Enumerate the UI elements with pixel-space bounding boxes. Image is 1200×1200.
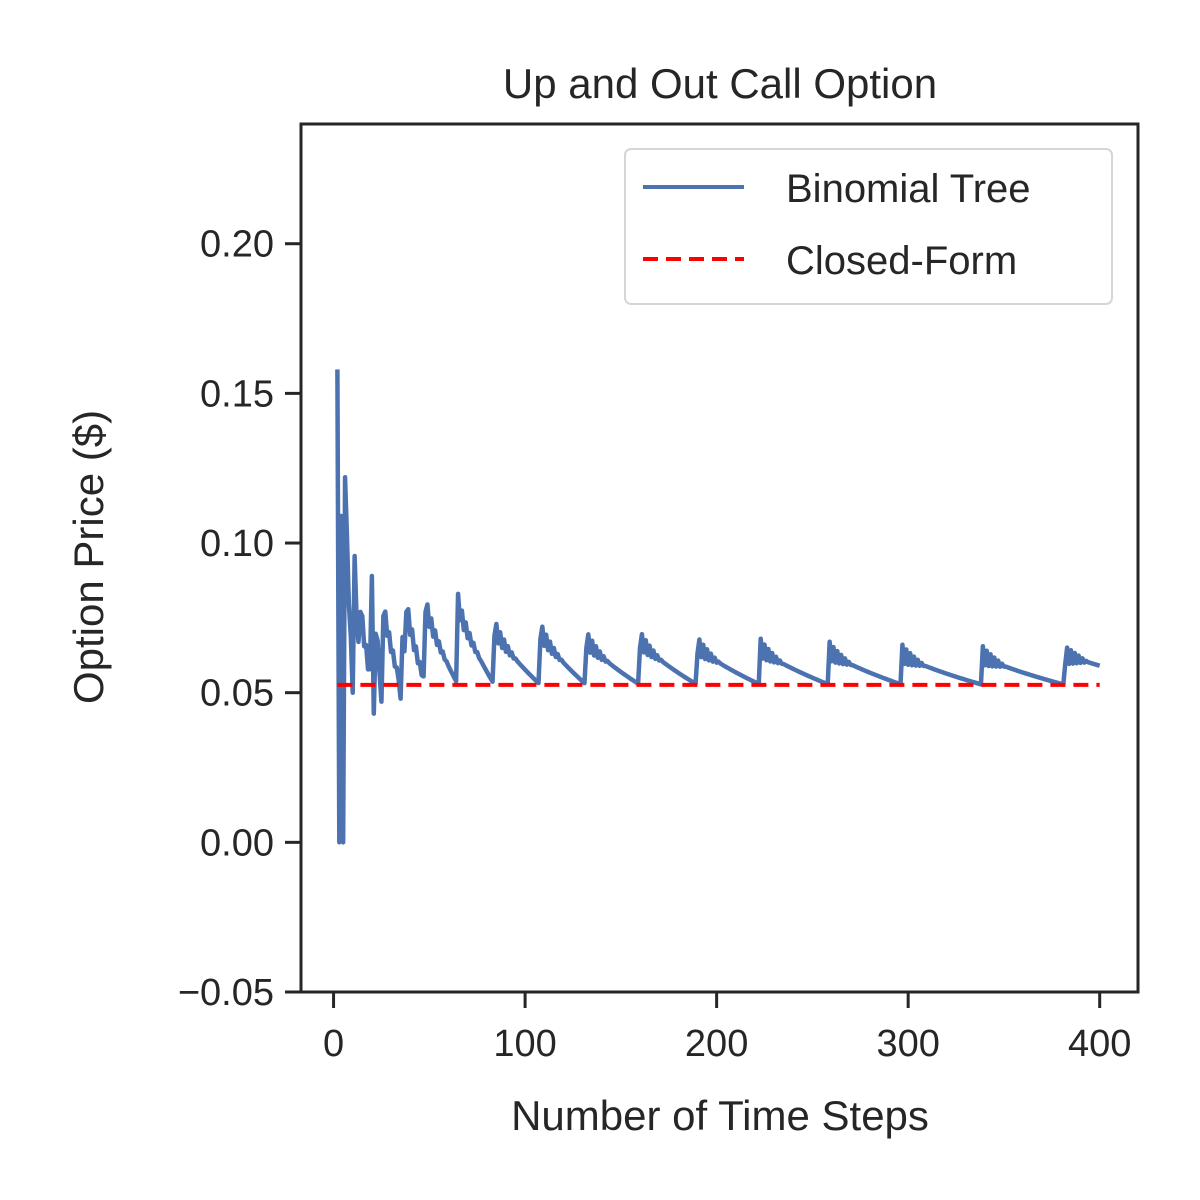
- plot-area: [335, 369, 1101, 845]
- x-tick-label: 200: [685, 1023, 748, 1065]
- y-tick-label: 0.05: [200, 673, 274, 715]
- y-tick-label: 0.00: [200, 822, 274, 864]
- x-tick-label: 400: [1068, 1023, 1131, 1065]
- legend: Binomial Tree Closed-Form: [624, 148, 1113, 305]
- x-tick-label: 0: [323, 1023, 344, 1065]
- y-tick-label: 0.10: [200, 523, 274, 565]
- legend-label-binomial-tree: Binomial Tree: [786, 167, 1031, 211]
- y-tick-label: 0.15: [200, 373, 274, 415]
- legend-box: [624, 148, 1113, 305]
- axis-ticks: 0 100 200 300 400 −0.05 0.00 0.05 0.10 0.15 0.20: [178, 224, 1132, 1065]
- y-axis-label: Option Price ($): [65, 410, 112, 704]
- axes-frame: [299, 122, 1140, 994]
- chart-title: Up and Out Call Option: [503, 60, 937, 107]
- x-tick-label: 100: [493, 1023, 556, 1065]
- x-axis-label: Number of Time Steps: [511, 1092, 929, 1139]
- legend-label-closed-form: Closed-Form: [786, 239, 1017, 283]
- y-tick-label: −0.05: [178, 972, 274, 1014]
- y-tick-label: 0.20: [200, 224, 274, 266]
- x-tick-label: 300: [876, 1023, 939, 1065]
- series-line-binomial-tree: [335, 369, 1101, 845]
